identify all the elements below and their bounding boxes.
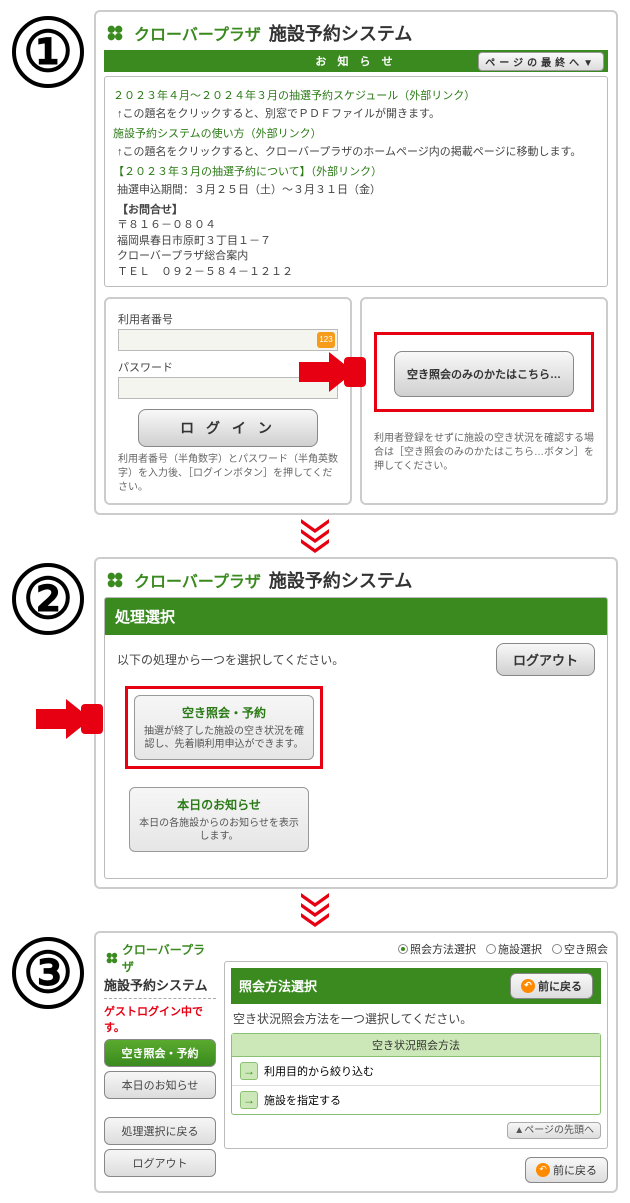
card2-desc: 本日の各施設からのお知らせを表示します。 bbox=[138, 817, 300, 843]
notice-bar-label: お 知 ら せ bbox=[315, 56, 396, 68]
contact-label: 【お問合せ】 bbox=[117, 203, 599, 218]
option-by-purpose[interactable]: → 利用目的から絞り込む bbox=[232, 1057, 600, 1086]
back-button-top[interactable]: ↶前に戻る bbox=[510, 973, 593, 999]
method-options-box: 空き状況照会方法 → 利用目的から絞り込む → 施設を指定する bbox=[231, 1033, 601, 1115]
notice-title-1[interactable]: ２０２３年４月～２０２４年３月の抽選予約スケジュール（外部リンク） bbox=[113, 87, 599, 103]
step1-panel: クローバープラザ 施設予約システム お 知 ら せ ページの最終へ▼ ２０２３年… bbox=[94, 10, 618, 515]
contact-name: クローバープラザ総合案内 bbox=[117, 249, 599, 264]
sidebar-logo: クローバープラザ 施設予約システム bbox=[104, 941, 216, 999]
radio-availability[interactable]: 空き照会 bbox=[552, 941, 608, 957]
sidebar: クローバープラザ 施設予約システム ゲストログイン中です。 空き照会・予約 本日… bbox=[104, 941, 216, 1183]
card1-title: 空き照会・予約 bbox=[143, 704, 305, 721]
notice-box: ２０２３年４月～２０２４年３月の抽選予約スケジュール（外部リンク） ↑この題名を… bbox=[104, 76, 608, 287]
side-btn-back-to-select[interactable]: 処理選択に戻る bbox=[104, 1117, 216, 1145]
page-top-button[interactable]: ▲ページの先頭へ bbox=[507, 1122, 601, 1139]
guest-note: 利用者登録をせずに施設の空き状況を確認する場合は［空き照会のみのかたはこちら…ボ… bbox=[374, 432, 594, 474]
logout-button[interactable]: ログアウト bbox=[496, 643, 595, 676]
radio-method[interactable]: 照会方法選択 bbox=[398, 941, 476, 957]
option-purpose-label: 利用目的から絞り込む bbox=[264, 1063, 374, 1079]
logo-header-2: クローバープラザ 施設予約システム bbox=[104, 567, 608, 593]
notice-body-2: ↑この題名をクリックすると、クローバープラザのホームページ内の掲載ページに移動し… bbox=[113, 143, 599, 159]
card2-title: 本日のお知らせ bbox=[138, 796, 300, 813]
back-button-bottom[interactable]: ↶前に戻る bbox=[525, 1157, 608, 1183]
options-header: 空き状況照会方法 bbox=[232, 1034, 600, 1057]
arrow-icon: → bbox=[240, 1062, 258, 1080]
step-number-3: ③ bbox=[12, 937, 84, 1009]
contact-addr: 福岡県春日市原町３丁目１－７ bbox=[117, 234, 599, 249]
today-notice-card[interactable]: 本日のお知らせ 本日の各施設からのお知らせを表示します。 bbox=[129, 787, 309, 852]
logo-header: クローバープラザ 施設予約システム bbox=[104, 20, 608, 46]
side-btn-availability[interactable]: 空き照会・予約 bbox=[104, 1039, 216, 1067]
step-number-2: ② bbox=[12, 563, 84, 635]
numpad-icon[interactable]: 123 bbox=[317, 332, 335, 348]
option-by-facility[interactable]: → 施設を指定する bbox=[232, 1086, 600, 1114]
jump-to-bottom-button[interactable]: ページの最終へ▼ bbox=[478, 52, 604, 71]
page-top-link: ▲ページの先頭へ bbox=[231, 1121, 601, 1136]
system-title: 施設予約システム bbox=[269, 20, 412, 46]
userid-label: 利用者番号 bbox=[118, 311, 338, 327]
contact-zip: 〒８１６－０８０４ bbox=[117, 218, 599, 233]
sidebar-system-title: 施設予約システム bbox=[104, 975, 216, 994]
login-button[interactable]: ロ グ イ ン bbox=[138, 409, 318, 447]
system-title-2: 施設予約システム bbox=[269, 567, 412, 593]
contact-info: 【お問合せ】 〒８１６－０８０４ 福岡県春日市原町３丁目１－７ クローバープラザ… bbox=[113, 203, 599, 280]
option-facility-label: 施設を指定する bbox=[264, 1092, 341, 1108]
chevron-divider-2 bbox=[12, 893, 618, 927]
availability-reserve-card[interactable]: 空き照会・予約 抽選が終了した施設の空き状況を確認し、先着順利用申込ができます。 bbox=[134, 695, 314, 760]
notice-body-1: ↑この題名をクリックすると、別窓でＰＤＦファイルが開きます。 bbox=[113, 105, 599, 121]
main-content: 照会方法選択 ↶前に戻る 空き状況照会方法を一つ選択してください。 空き状況照会… bbox=[224, 961, 608, 1149]
login-form-panel: 利用者番号 123 パスワード ロ グ イ ン 利用者番号（半角数字）とパスワー… bbox=[104, 297, 352, 505]
arrow-icon: → bbox=[240, 1091, 258, 1109]
method-select-title: 照会方法選択 ↶前に戻る bbox=[231, 968, 601, 1004]
radio-facility[interactable]: 施設選択 bbox=[486, 941, 542, 957]
card1-desc: 抽選が終了した施設の空き状況を確認し、先着順利用申込ができます。 bbox=[143, 725, 305, 751]
side-btn-today-notice[interactable]: 本日のお知らせ bbox=[104, 1071, 216, 1099]
sidebar-brand: クローバープラザ bbox=[122, 941, 216, 975]
pointer-hand-2 bbox=[36, 694, 106, 744]
brand-text: クローバープラザ bbox=[134, 21, 261, 45]
step2-panel: クローバープラザ 施設予約システム 処理選択 以下の処理から一つを選択してくださ… bbox=[94, 557, 618, 889]
notice-body-3: 抽選申込期間：３月２５日（土）～３月３１日（金） bbox=[113, 181, 599, 197]
method-instr: 空き状況照会方法を一つ選択してください。 bbox=[233, 1010, 599, 1027]
pointer-hand-1 bbox=[299, 347, 369, 397]
guest-inquiry-button[interactable]: 空き照会のみのかたはこちら… bbox=[394, 351, 574, 397]
method-title-label: 照会方法選択 bbox=[239, 976, 317, 995]
process-select-header: 処理選択 bbox=[105, 598, 607, 635]
login-note: 利用者番号（半角数字）とパスワード（半角英数字）を入力後、［ログインボタン］を押… bbox=[118, 453, 338, 495]
guest-panel: 空き照会のみのかたはこちら… 利用者登録をせずに施設の空き状況を確認する場合は［… bbox=[360, 297, 608, 505]
chevron-divider-1 bbox=[12, 519, 618, 553]
breadcrumb-radios: 照会方法選択 施設選択 空き照会 bbox=[224, 941, 608, 957]
process-instr: 以下の処理から一つを選択してください。 bbox=[117, 651, 344, 668]
side-btn-logout[interactable]: ログアウト bbox=[104, 1149, 216, 1177]
clover-icon bbox=[104, 22, 128, 44]
step3-panel: クローバープラザ 施設予約システム ゲストログイン中です。 空き照会・予約 本日… bbox=[94, 931, 618, 1193]
contact-tel: ＴＥＬ ０９２－５８４－１２１２ bbox=[117, 265, 599, 280]
guest-login-status: ゲストログイン中です。 bbox=[104, 1003, 216, 1035]
guest-highlight: 空き照会のみのかたはこちら… bbox=[374, 332, 594, 412]
notice-title-2[interactable]: 施設予約システムの使い方（外部リンク） bbox=[113, 125, 599, 141]
notice-bar: お 知 ら せ ページの最終へ▼ bbox=[104, 50, 608, 72]
clover-icon-2 bbox=[104, 569, 128, 591]
step-number-1: ① bbox=[12, 16, 84, 88]
brand-text-2: クローバープラザ bbox=[134, 568, 261, 592]
notice-title-3[interactable]: 【２０２３年３月の抽選予約について】（外部リンク） bbox=[113, 163, 599, 179]
